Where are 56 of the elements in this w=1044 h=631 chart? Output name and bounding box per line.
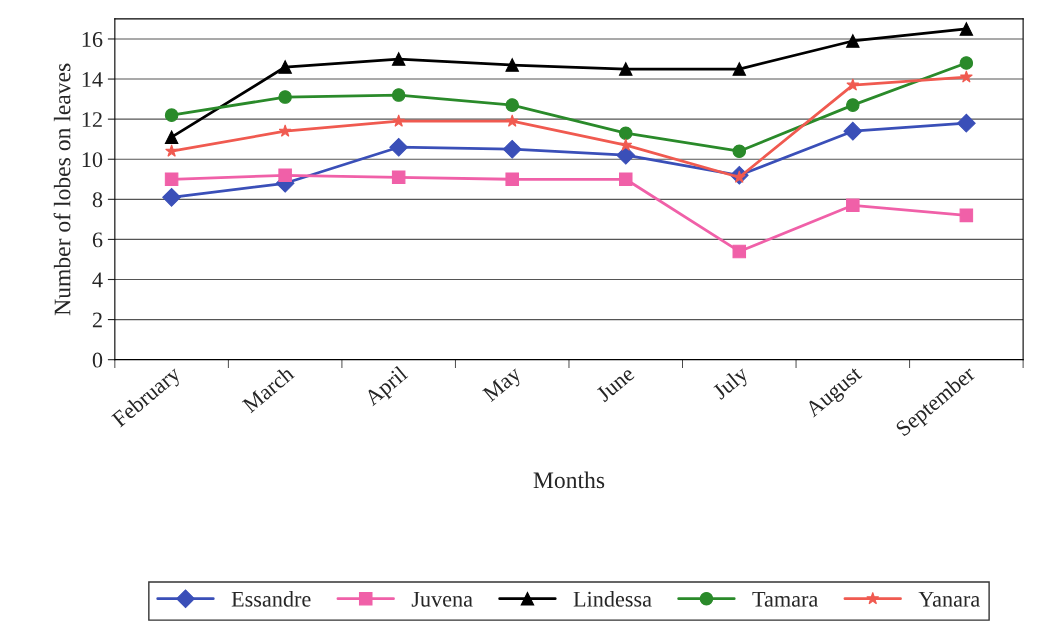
point [618, 126, 633, 140]
y-tick-label: 16 [82, 31, 103, 47]
y-tick-label: 14 [82, 72, 103, 87]
legend-label: Lindessa [573, 591, 652, 607]
point [846, 98, 860, 112]
point [278, 90, 292, 104]
point [618, 62, 633, 76]
y-axis-title: Number of lobes on leaves [53, 63, 71, 316]
point [278, 168, 292, 183]
point [846, 78, 860, 91]
point [846, 34, 860, 48]
point [278, 124, 292, 137]
point [391, 170, 406, 185]
point [505, 98, 519, 112]
point [616, 145, 636, 165]
point [389, 137, 409, 157]
x-axis-title: Months [533, 471, 605, 489]
x-tick-label: June [595, 365, 636, 403]
y-tick-label: 0 [92, 352, 103, 368]
point [843, 121, 863, 141]
point [391, 52, 406, 66]
y-tick-label: 2 [92, 312, 102, 328]
point [959, 22, 974, 36]
legend-label: Tamara [752, 591, 818, 607]
legend-label: Essandre [231, 591, 311, 607]
point [165, 144, 179, 157]
legend-label: Yanara [918, 591, 980, 607]
point [278, 60, 292, 74]
y-tick-label: 8 [92, 192, 103, 208]
point [956, 113, 976, 133]
point [391, 88, 406, 102]
point [846, 198, 860, 213]
y-tick-label: 6 [92, 232, 103, 248]
point [502, 139, 522, 159]
legend-label: Juvena [411, 591, 473, 607]
point [618, 172, 633, 187]
point [959, 208, 974, 223]
point [732, 244, 747, 259]
point [505, 58, 519, 72]
point [392, 114, 406, 127]
point [505, 172, 519, 187]
y-tick-label: 4 [92, 272, 103, 288]
point [959, 56, 974, 70]
point [164, 108, 179, 122]
x-tick-label: July [711, 364, 753, 404]
point [164, 172, 179, 187]
point [164, 130, 179, 144]
point [732, 144, 747, 158]
x-tick-label: May [482, 365, 526, 406]
point [505, 114, 519, 127]
point [959, 70, 973, 83]
point [162, 187, 181, 207]
y-tick-label: 12 [82, 112, 102, 127]
point [619, 138, 633, 151]
point [732, 62, 747, 76]
y-tick-label: 10 [82, 152, 103, 168]
